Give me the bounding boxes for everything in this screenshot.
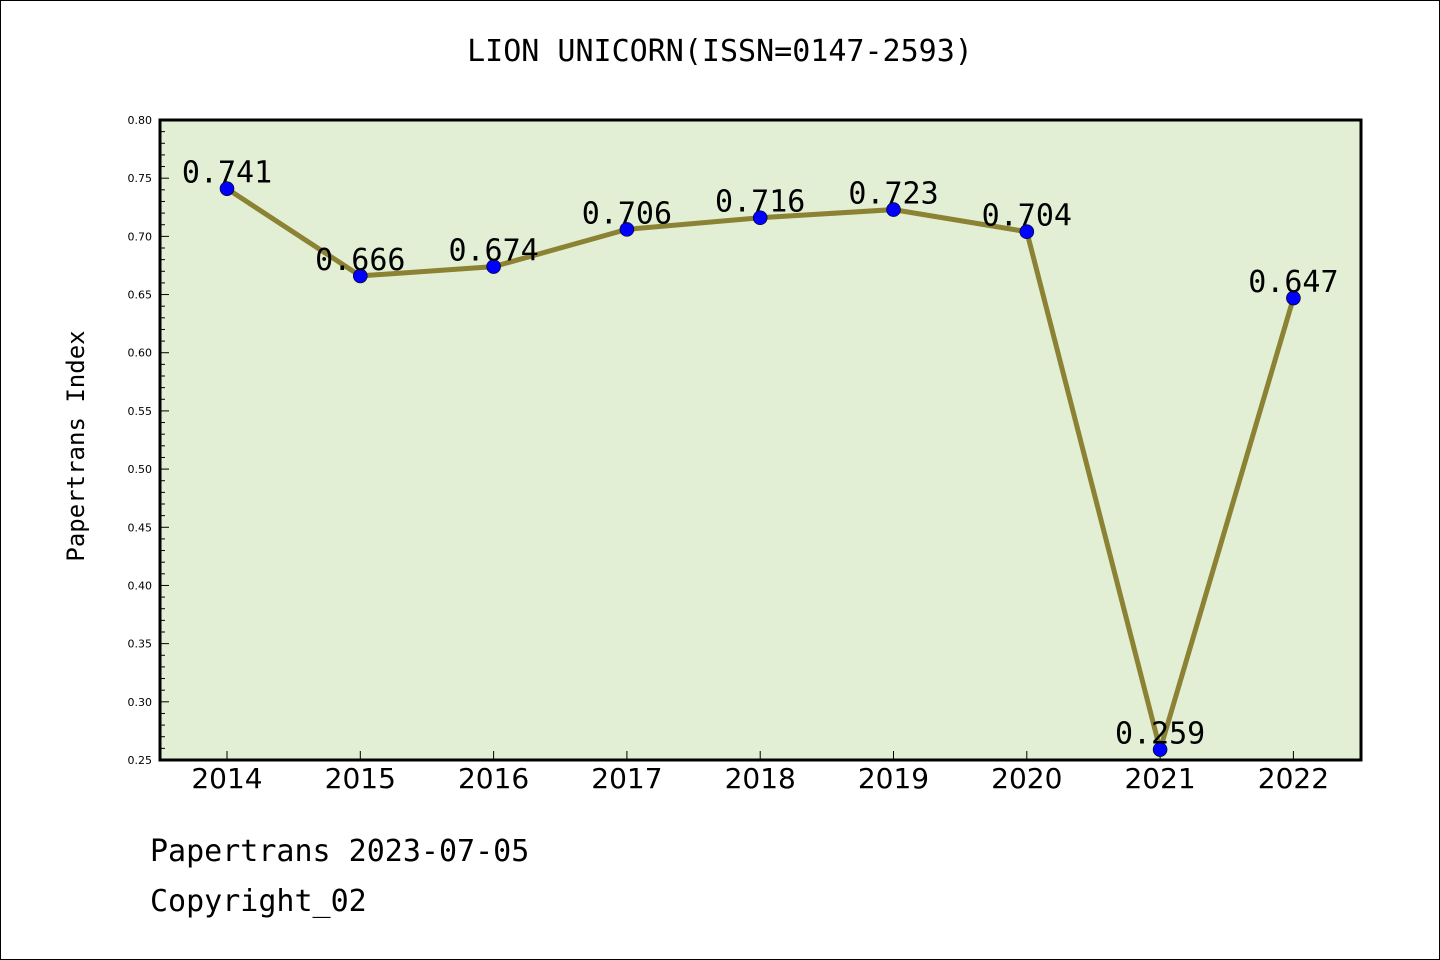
data-point <box>352 268 368 284</box>
plot-area <box>160 120 1361 760</box>
data-point <box>1019 224 1035 240</box>
data-label: 0.706 <box>582 196 672 231</box>
data-label: 0.666 <box>315 243 405 278</box>
x-tick-label: 2016 <box>458 762 529 795</box>
data-label: 0.259 <box>1115 717 1205 752</box>
y-tick-label: 0.45 <box>128 521 153 534</box>
y-tick-label: 0.75 <box>128 172 153 185</box>
data-point <box>1286 290 1301 306</box>
x-tick-label: 2014 <box>191 762 262 795</box>
data-label: 0.716 <box>715 185 805 220</box>
y-tick-label: 0.65 <box>128 289 153 302</box>
data-label: 0.741 <box>182 156 272 191</box>
data-point <box>486 259 501 274</box>
y-tick-label: 0.80 <box>128 114 153 127</box>
data-label: 0.647 <box>1248 265 1338 300</box>
x-tick-label: 2017 <box>591 762 662 795</box>
footer-date: Papertrans 2023-07-05 <box>150 834 530 869</box>
y-tick-label: 0.60 <box>128 347 153 360</box>
data-point <box>619 222 635 237</box>
data-point <box>886 202 901 217</box>
y-tick-label: 0.40 <box>128 579 153 592</box>
y-tick-label: 0.35 <box>128 638 153 651</box>
chart-title: LION UNICORN(ISSN=0147-2593) <box>467 34 973 69</box>
y-tick-label: 0.70 <box>128 230 153 243</box>
y-tick-label: 0.30 <box>128 696 153 709</box>
x-tick-label: 2015 <box>325 762 396 795</box>
data-label: 0.674 <box>448 234 538 269</box>
x-tick-label: 2019 <box>858 762 929 795</box>
x-tick-label: 2022 <box>1258 762 1329 795</box>
data-label: 0.704 <box>982 199 1072 234</box>
plot-border <box>158 118 1363 762</box>
data-point <box>752 210 768 226</box>
x-tick-label: 2020 <box>991 762 1062 795</box>
y-tick-label: 0.55 <box>128 405 153 418</box>
data-label: 0.723 <box>848 177 938 212</box>
data-point <box>1152 742 1168 757</box>
y-tick-label: 0.50 <box>128 463 153 476</box>
x-tick-label: 2021 <box>1124 762 1195 795</box>
y-tick-label: 0.25 <box>128 754 153 767</box>
footer-copyright: Copyright_02 <box>150 884 367 919</box>
data-point <box>219 181 235 196</box>
x-tick-label: 2018 <box>725 762 796 795</box>
